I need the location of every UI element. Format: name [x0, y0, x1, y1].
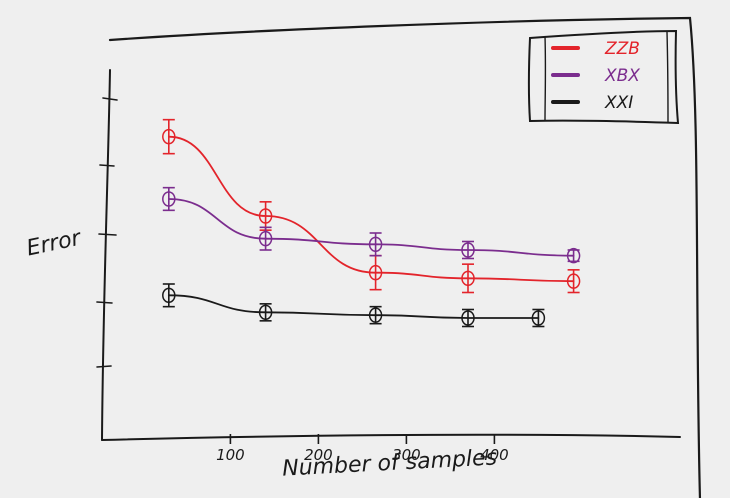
series-line-zzb [167, 135, 575, 283]
data-point-xbx-1 [258, 226, 273, 251]
legend-item-xbx: XBX [551, 66, 640, 86]
x-tick-label-200: 200 [304, 446, 333, 464]
x-axis [101, 433, 681, 441]
plot-area [162, 118, 581, 328]
series-line-xbx [167, 198, 575, 257]
data-point-zzb-0 [162, 118, 176, 155]
legend-label-zzb: ZZB [604, 39, 640, 59]
legend-frame [527, 29, 680, 125]
data-point-zzb-4 [566, 269, 581, 294]
x-tick-label-400: 400 [480, 446, 509, 464]
data-point-xxi-1 [258, 303, 273, 322]
legend-label-xxi: XXI [604, 93, 633, 113]
data-point-xxi-4 [531, 308, 546, 328]
x-tick-labels: 100 200 300 400 [216, 434, 509, 464]
legend-item-xxi: XXI [551, 93, 633, 113]
x-tick-label-300: 300 [392, 446, 421, 464]
outer-frame [108, 16, 702, 498]
data-point-xxi-2 [368, 305, 383, 325]
y-axis [101, 69, 111, 441]
y-ticks [96, 97, 118, 368]
data-point-xbx-2 [368, 232, 383, 257]
data-point-zzb-3 [461, 263, 475, 294]
data-point-xbx-0 [162, 186, 176, 212]
data-point-xbx-4 [566, 247, 581, 264]
data-point-xbx-3 [461, 240, 475, 260]
data-point-xxi-0 [162, 283, 176, 308]
legend-item-zzb: ZZB [551, 39, 640, 59]
series-line-xxi [167, 294, 540, 319]
data-point-xxi-3 [461, 308, 475, 328]
legend-label-xbx: XBX [604, 66, 640, 86]
x-tick-label-100: 100 [216, 446, 245, 464]
y-axis-label: Error [24, 225, 84, 261]
legend: ZZB XBX XXI [527, 29, 680, 125]
